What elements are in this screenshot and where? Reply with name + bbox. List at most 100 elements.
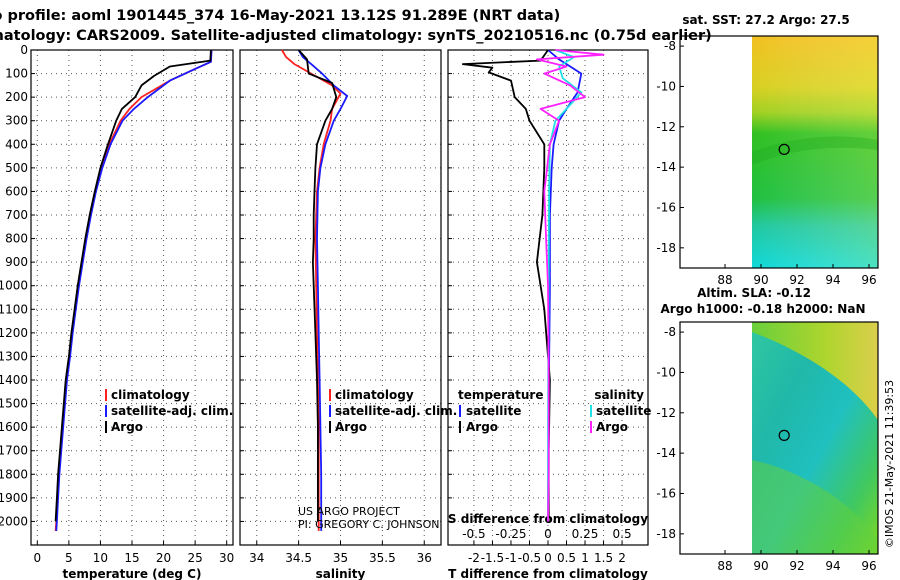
y-tick-label: 1800 bbox=[0, 467, 28, 481]
top-x-tick-label: 0 bbox=[544, 527, 552, 541]
x-tick-label: 15 bbox=[124, 551, 139, 565]
x-tick-label: 1 bbox=[581, 551, 589, 565]
title-line2: Climatology: CARS2009. Satellite-adjuste… bbox=[0, 28, 712, 44]
x-tick-label: 0 bbox=[33, 551, 41, 565]
x-tick-label: -1.5 bbox=[481, 551, 504, 565]
y-tick-label: 1000 bbox=[0, 279, 28, 293]
footer-credit: ©IMOS 21-May-2021 11:39:53 bbox=[883, 380, 896, 548]
x-tick-label: 35.5 bbox=[369, 551, 396, 565]
map-y-tick-label: -12 bbox=[656, 120, 676, 134]
x-tick-label: 10 bbox=[93, 551, 108, 565]
map-x-tick-label: 92 bbox=[789, 273, 804, 287]
x-tick-label: -0.5 bbox=[518, 551, 541, 565]
legend-entry: Argo bbox=[596, 420, 628, 434]
map-x-tick-label: 90 bbox=[753, 559, 768, 573]
legend-entry: Argo bbox=[466, 420, 498, 434]
map-y-tick-label: -8 bbox=[664, 325, 676, 339]
y-tick-label: 1200 bbox=[0, 326, 28, 340]
map-y-tick-label: -18 bbox=[656, 241, 676, 255]
y-tick-label: 300 bbox=[5, 114, 28, 128]
y-tick-label: 900 bbox=[5, 255, 28, 269]
top-x-tick-label: 0.5 bbox=[613, 527, 632, 541]
x-tick-label: -2 bbox=[468, 551, 480, 565]
x-tick-label: 34.5 bbox=[285, 551, 312, 565]
y-tick-label: 500 bbox=[5, 161, 28, 175]
y-tick-label: 800 bbox=[5, 232, 28, 246]
top-x-tick-label: 0.25 bbox=[572, 527, 599, 541]
legend-entry: Argo bbox=[111, 420, 143, 434]
map-y-tick-label: -8 bbox=[664, 39, 676, 53]
x-tick-label: 0.5 bbox=[557, 551, 576, 565]
title-line1: Argo profile: aoml 1901445_374 16-May-20… bbox=[0, 8, 560, 24]
series-line bbox=[54, 49, 212, 522]
y-tick-label: 400 bbox=[5, 137, 28, 151]
salinity-panel: 34 34.5 35 35.5 36 salinity climatology satelli… bbox=[239, 49, 457, 580]
y-tick-label: 100 bbox=[5, 67, 28, 81]
map-y-tick-label: -16 bbox=[656, 486, 676, 500]
series-line bbox=[55, 49, 213, 531]
series-line bbox=[536, 49, 605, 522]
x-tick-label: 36 bbox=[417, 551, 432, 565]
x-tick-label: 5 bbox=[65, 551, 73, 565]
y-tick-label: 1700 bbox=[0, 444, 28, 458]
series-line bbox=[281, 49, 342, 531]
legend-entry: satellite-adj. clim. bbox=[111, 404, 233, 418]
map-x-tick-label: 96 bbox=[861, 559, 876, 573]
map-x-tick-label: 92 bbox=[789, 559, 804, 573]
x-tick-label: -1 bbox=[505, 551, 517, 565]
map-x-tick-label: 88 bbox=[717, 559, 732, 573]
legend-entry: satellite bbox=[466, 404, 521, 418]
top-x-tick-label: -0.5 bbox=[462, 527, 485, 541]
sla-high bbox=[752, 322, 878, 420]
y-tick-label: 1900 bbox=[0, 491, 28, 505]
sst-map-panel: sat. SST: 27.2 Argo: 27.5 88 90 92 94 96 -8 -1… bbox=[656, 13, 879, 287]
x-axis-label: T difference from climatology bbox=[448, 567, 648, 580]
map-x-tick-label: 94 bbox=[825, 559, 840, 573]
y-tick-label: 600 bbox=[5, 184, 28, 198]
sla-low-green bbox=[752, 460, 878, 554]
map-x-tick-label: 94 bbox=[825, 273, 840, 287]
y-tick-label: 1600 bbox=[0, 420, 28, 434]
argo-position-marker bbox=[778, 429, 790, 441]
y-tick-label: 200 bbox=[5, 90, 28, 104]
sst-front bbox=[752, 136, 878, 165]
sst-map-title: sat. SST: 27.2 Argo: 27.5 bbox=[682, 13, 849, 27]
x-tick-label: 25 bbox=[187, 551, 202, 565]
annotation-text: US ARGO PROJECT bbox=[298, 505, 400, 518]
sla-map-subtitle: Argo h1000: -0.18 h2000: NaN bbox=[660, 302, 865, 316]
legend-entry: climatology bbox=[335, 388, 414, 402]
series-line bbox=[297, 49, 349, 531]
sla-map-panel: Altim. SLA: -0.12 Argo h1000: -0.18 h200… bbox=[656, 286, 879, 573]
legend-entry: climatology bbox=[111, 388, 190, 402]
annotation-text: PI: GREGORY C. JOHNSON bbox=[298, 518, 439, 531]
sla-map-title: Altim. SLA: -0.12 bbox=[697, 286, 811, 300]
sst-field-tint bbox=[752, 36, 878, 268]
x-tick-label: 34 bbox=[249, 551, 264, 565]
y-tick-label: 700 bbox=[5, 208, 28, 222]
y-tick-label: 1300 bbox=[0, 349, 28, 363]
map-x-tick-label: 96 bbox=[861, 273, 876, 287]
map-y-tick-label: -18 bbox=[656, 527, 676, 541]
x-tick-label: 35 bbox=[333, 551, 348, 565]
series-line bbox=[461, 49, 551, 522]
legend-header-temperature: temperature bbox=[458, 388, 543, 402]
legend-entry: satellite-adj. clim. bbox=[335, 404, 457, 418]
x-axis-label: salinity bbox=[316, 567, 366, 580]
x-tick-label: 30 bbox=[219, 551, 234, 565]
y-tick-label: 1500 bbox=[0, 397, 28, 411]
map-y-tick-label: -10 bbox=[656, 365, 676, 379]
sst-map-frame bbox=[679, 35, 879, 269]
map-x-tick-label: 88 bbox=[717, 273, 732, 287]
x-tick-label: 1.5 bbox=[594, 551, 613, 565]
y-tick-label: 2000 bbox=[0, 514, 28, 528]
difference-panel: -2 -1.5 -1 -0.5 0 0.5 1 1.5 2-0.5 -0.25 0 0.25 0.5S … bbox=[447, 49, 651, 580]
legend-entry: Argo bbox=[335, 420, 367, 434]
x-tick-label: 20 bbox=[156, 551, 171, 565]
series-line bbox=[547, 49, 583, 522]
y-tick-label: 0 bbox=[20, 43, 28, 57]
legend-entry: satellite bbox=[596, 404, 651, 418]
map-y-tick-label: -10 bbox=[656, 79, 676, 93]
series-line bbox=[297, 49, 338, 522]
argo-position-marker bbox=[778, 143, 790, 155]
